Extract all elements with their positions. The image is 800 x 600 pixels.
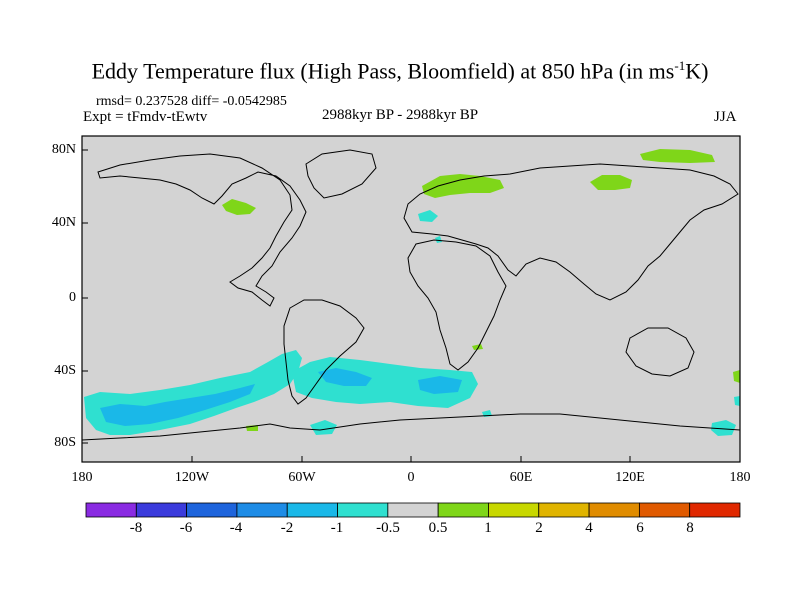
anomaly-region-east-edge	[734, 396, 740, 406]
coast-greenland	[305, 149, 377, 199]
colorbar-label: 6	[636, 520, 644, 536]
colorbar-box	[488, 502, 540, 518]
anomaly-region-southern-core-2	[318, 368, 372, 386]
x-tick-label: 60E	[509, 470, 533, 485]
colorbar-box	[437, 502, 489, 518]
colorbar-box	[135, 502, 188, 518]
experiment-label: Expt = tFmdv-tEwtv	[83, 109, 208, 125]
anomaly-region-southern-core-3	[418, 376, 462, 394]
anomaly-region-hudson	[222, 199, 256, 215]
y-tick-label: 80N	[51, 142, 76, 157]
colorbar-box	[638, 502, 691, 518]
x-tick-label: 120W	[174, 470, 210, 485]
anomaly-region-east-antarctic	[711, 420, 736, 436]
anomaly-region-scandinavia	[422, 174, 504, 198]
colorbar-label: -0.5	[376, 520, 400, 536]
anomaly-region-south-atlantic-lobe	[310, 420, 337, 435]
colorbar-box	[588, 502, 640, 518]
anomaly-region-mozambique	[472, 344, 483, 350]
colorbar-box	[186, 502, 238, 518]
anomaly-region-southern-core-1	[100, 384, 255, 426]
colorbar-label: -2	[280, 520, 294, 536]
coast-south-america	[283, 299, 365, 405]
colorbar-label: 4	[585, 520, 593, 536]
x-tick-label: 180	[729, 470, 751, 485]
colorbar-label: -1	[330, 520, 344, 536]
coast-africa	[407, 239, 507, 371]
colorbar-box	[689, 502, 741, 518]
stats-text: rmsd= 0.237528 diff= -0.0542985	[96, 94, 287, 109]
coast-australia	[625, 327, 695, 377]
y-tick-label: 40N	[51, 215, 76, 230]
title-tail: K)	[685, 58, 709, 84]
x-tick-label: 0	[407, 470, 415, 485]
colorbar-box	[236, 502, 288, 518]
coast-antarctica	[81, 413, 741, 441]
colorbar-box	[286, 502, 338, 518]
colorbar-label: -4	[229, 520, 243, 536]
period-label: 2988kyr BP - 2988kyr BP	[322, 107, 479, 123]
title-superscript: -1	[674, 58, 686, 73]
y-tick-label: 0	[69, 290, 76, 305]
coast-europe-asia	[403, 163, 739, 301]
title-main: Eddy Temperature flux (High Pass, Bloomf…	[91, 58, 675, 84]
x-tick-label: 180	[71, 470, 93, 485]
x-tick-label: 120E	[615, 470, 645, 485]
x-tick-label: 60W	[288, 470, 316, 485]
colorbar-box	[387, 502, 439, 518]
colorbar-label: -6	[179, 520, 193, 536]
colorbar-box	[538, 502, 590, 518]
colorbar-label: -8	[129, 520, 143, 536]
coastlines	[81, 149, 741, 441]
axis-ticks	[82, 149, 631, 462]
coast-north-america	[97, 153, 307, 307]
y-tick-label: 80S	[54, 435, 76, 450]
anomaly-region-east	[733, 370, 740, 383]
plot-title: Eddy Temperature flux (High Pass, Bloomf…	[0, 58, 800, 84]
anomaly-region-small-1	[435, 236, 442, 243]
anomaly-region-mediterranean	[418, 210, 438, 222]
colorbar-label: 2	[535, 520, 543, 536]
anomaly-region-siberia	[590, 175, 632, 190]
colorbar-label: 1	[484, 520, 492, 536]
colorbar-box	[85, 502, 137, 518]
colorbar-label: 8	[686, 520, 694, 536]
season-label: JJA	[714, 109, 737, 125]
colorbar-label: 0.5	[428, 520, 448, 536]
anomaly-region-greenland-sea	[640, 149, 715, 163]
colorbar-box	[337, 502, 389, 518]
y-tick-label: 40S	[54, 363, 76, 378]
